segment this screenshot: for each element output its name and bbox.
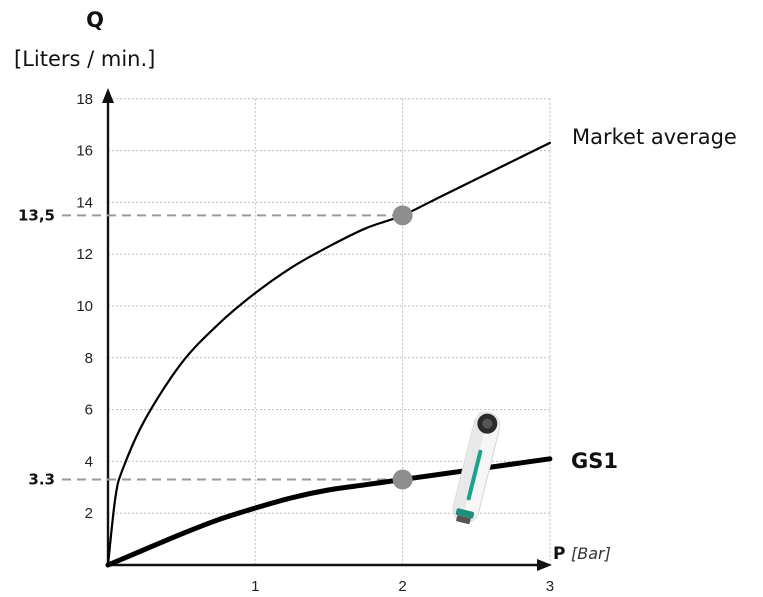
series-label-gs1: GS1 — [571, 449, 618, 473]
y-axis-unit: [Liters / min.] — [14, 47, 155, 71]
data-point-marker — [392, 205, 413, 226]
reference-label: 3.3 — [28, 471, 55, 489]
y-tick-label: 8 — [85, 350, 93, 367]
y-tick-label: 14 — [76, 194, 93, 211]
y-tick-label: 18 — [76, 91, 93, 108]
x-axis-title: P — [553, 544, 565, 564]
y-tick-label: 6 — [85, 402, 93, 419]
y-tick-label: 12 — [76, 246, 93, 263]
x-tick-label: 1 — [251, 578, 259, 595]
shower-head-image — [452, 411, 501, 525]
x-axis-unit: [Bar] — [571, 544, 611, 563]
y-tick-label: 4 — [85, 453, 93, 470]
x-axis-arrow — [537, 559, 552, 571]
series-line-market-average — [106, 141, 551, 567]
y-axis-title: Q — [86, 8, 104, 32]
x-tick-label: 3 — [546, 578, 554, 595]
data-point-marker — [392, 469, 413, 490]
reference-lines — [62, 214, 403, 481]
y-tick-label: 2 — [85, 505, 93, 522]
y-axis-arrow — [102, 88, 114, 103]
markers — [392, 205, 413, 490]
y-tick-label: 10 — [76, 298, 93, 315]
gridlines — [108, 98, 551, 565]
series-lines — [105, 141, 553, 568]
reference-label: 13,5 — [18, 206, 55, 224]
y-tick-label: 16 — [76, 143, 93, 160]
series-label-market-average: Market average — [572, 125, 737, 149]
x-tick-label: 2 — [398, 578, 406, 595]
